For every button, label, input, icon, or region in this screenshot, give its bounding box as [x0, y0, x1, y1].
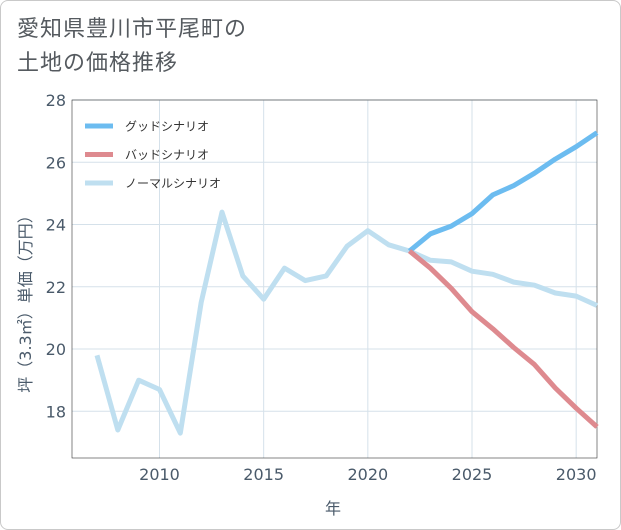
tick-labels: 2010 2015 2020 2025 2030 18 20 22 24 26 28: [46, 91, 597, 484]
chart-title-line-2: 土地の価格推移: [17, 51, 179, 76]
grid-lines: [72, 99, 597, 458]
y-tick-label: 18: [46, 402, 66, 421]
y-tick-label: 24: [46, 216, 66, 235]
x-tick-label: 2015: [243, 465, 284, 484]
series-line-2: [94, 209, 599, 436]
series-line-0: [407, 130, 599, 253]
y-tick-label: 28: [46, 91, 66, 110]
y-tick-label: 20: [46, 340, 66, 359]
chart-title: 愛知県豊川市平尾町の 土地の価格推移: [17, 13, 247, 81]
legend-label-1: バッドシナリオ: [125, 148, 209, 162]
y-axis-label: 坪（3.3㎡）単価（万円）: [16, 207, 35, 392]
x-axis-label: 年: [325, 499, 341, 518]
x-tick-label: 2025: [452, 465, 493, 484]
x-tick-label: 2020: [347, 465, 388, 484]
chart-title-line-1: 愛知県豊川市平尾町の: [17, 17, 248, 42]
series-line-1: [407, 249, 599, 429]
legend-label-2: ノーマルシナリオ: [125, 177, 221, 191]
y-tick-label: 26: [46, 153, 66, 172]
x-tick-label: 2030: [556, 465, 597, 484]
legend-label-0: グッドシナリオ: [125, 120, 209, 134]
x-tick-label: 2010: [139, 465, 180, 484]
y-tick-label: 22: [46, 278, 66, 297]
plot-area-border: [71, 99, 598, 459]
series-group: [94, 130, 599, 436]
